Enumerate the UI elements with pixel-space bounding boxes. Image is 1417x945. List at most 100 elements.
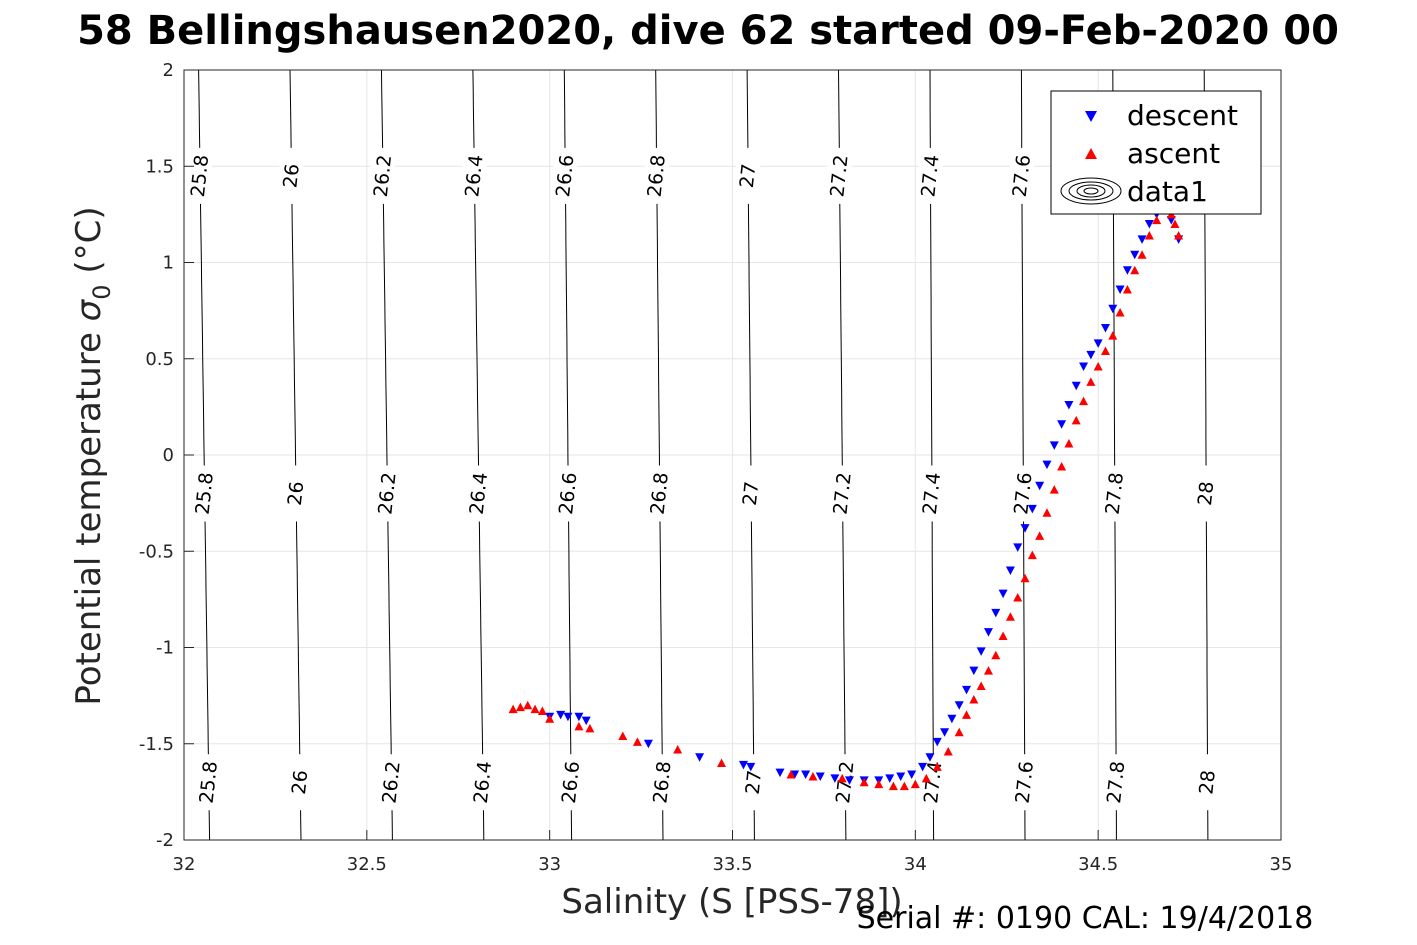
contour-label-bg [1194,465,1219,522]
descent-point [1144,220,1154,229]
ascent-point [1086,377,1096,386]
contour-label-bg [375,465,400,522]
descent-point [962,685,972,695]
ascent-point [1071,415,1081,425]
legend-marker-data1 [1060,177,1122,205]
descent-point [885,774,895,783]
descent-point [983,628,993,637]
x-tick-label: 32.5 [347,854,387,875]
descent-point [1005,566,1015,575]
contour-label: 26.6 [555,471,581,515]
contour-label-bg [284,465,309,522]
legend-label-descent: descent [1127,99,1238,132]
contour-label: 26.6 [558,760,584,804]
ascent-point [786,770,796,779]
y-axis-label-sigma: σ [69,298,109,321]
descent-point [845,776,855,785]
ascent-point [1079,396,1089,406]
contour-label-bg [471,754,496,811]
ascent-point [998,631,1008,640]
y-tick-label: 1 [163,253,174,274]
ascent-point [921,773,931,783]
contour-label: 26 [279,163,303,189]
ascent-point [954,727,964,737]
contour-label: 27.6 [1009,154,1035,198]
descent-point [1086,350,1096,360]
x-axis-label: Salinity (S [PSS-78]) [561,882,902,922]
y-axis-label-text: Potential temperature [69,321,109,705]
descent-point [1137,235,1147,244]
contour-label-bg [918,147,943,204]
ascent-point [1027,550,1037,560]
x-tick-label: 32 [173,854,196,875]
contour-label: 26 [288,769,312,795]
contour-label: 27 [742,769,766,795]
contour-label-bg [462,147,487,204]
descent-point [1130,250,1140,260]
contour-label-bg [279,147,304,204]
ascent-point [574,721,584,731]
x-tick-label: 34 [904,854,927,875]
ascent-point [932,762,942,771]
x-tick-label: 35 [1270,854,1293,875]
descent-point [925,753,935,762]
x-tick-label: 33.5 [712,854,752,875]
descent-point [1093,339,1103,348]
descent-point [775,768,785,778]
descent-point [1064,400,1074,410]
contour-label-bg [1011,465,1036,522]
ascent-point [859,777,869,787]
y-tick-label: -0.5 [139,541,174,562]
ascent-point [969,694,979,704]
descent-point [896,772,906,781]
legend-label-ascent: ascent [1127,137,1220,170]
descent-point [643,739,653,749]
ascent-point [910,779,920,789]
ascent-point [1093,361,1103,371]
contour-label: 27.2 [829,471,855,515]
contour-label: 27.4 [919,471,945,515]
descent-point [998,589,1008,599]
descent-point [1108,304,1118,314]
descent-point [746,762,756,772]
descent-point [1115,285,1125,294]
contour-label-bg [288,754,313,811]
y-tick-label: -1 [156,638,174,659]
descent-point [1013,543,1023,552]
contour-label-bg [1012,754,1037,811]
contour-label: 26.6 [552,154,578,198]
ascent-point [1174,231,1184,240]
contour-label-bg [830,465,855,522]
ascent-point [585,723,595,733]
legend: descent ascent data1 [1050,90,1262,215]
ascent-point [537,706,547,716]
descent-point [1071,381,1081,391]
contour-label-bg [556,465,581,522]
contour-label-bg [553,147,578,204]
ascent-point [808,771,818,781]
serial-footer: Serial #: 0190 CAL: 19/4/2018 [857,901,1314,936]
contour-label: 26.2 [378,760,404,804]
y-tick-label: -1.5 [139,734,174,755]
x-tick-label: 34.5 [1078,854,1118,875]
descent-point [932,737,942,747]
contour-label-bg [370,147,395,204]
descent-point [801,770,811,780]
contour-label-bg [188,147,213,204]
contour-label-bg [196,754,221,811]
ascent-point [976,681,986,690]
contour-label: 28 [1194,480,1218,506]
descent-point [976,647,986,656]
contour-label: 26.4 [470,760,496,804]
ascent-point [1130,265,1140,275]
y-tick-label: -2 [156,830,174,851]
contour-label: 26.4 [466,471,492,515]
contour-label: 27.2 [826,154,852,198]
descent-point [1057,420,1067,429]
contour-label: 26.4 [461,154,487,198]
ascent-point [1064,438,1074,448]
contour-label: 26.2 [370,154,396,198]
y-axis-label-unit: (°C) [69,206,109,284]
contour-label: 26.2 [374,471,400,515]
